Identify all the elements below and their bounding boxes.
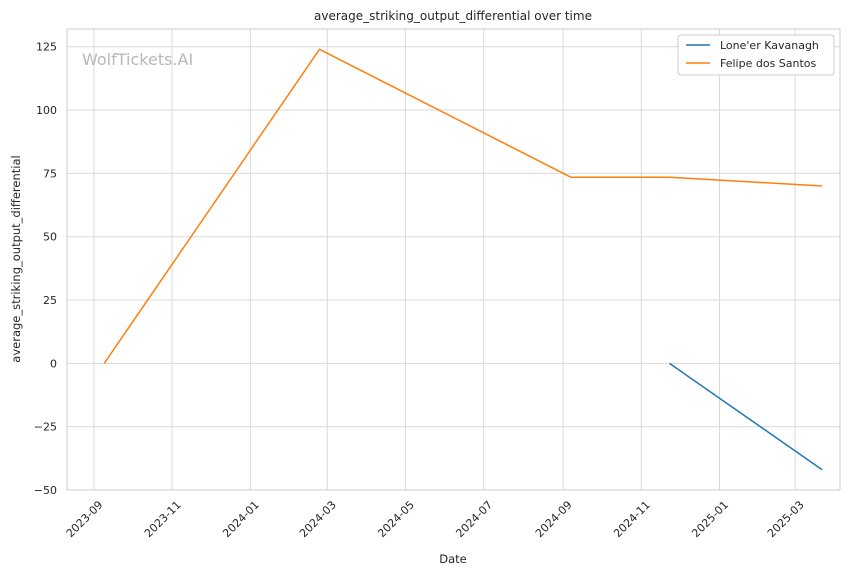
- series-lines: [103, 48, 823, 471]
- y-tick-label: 125: [36, 41, 57, 54]
- y-tick-label: 0: [50, 357, 57, 370]
- y-tick-label: 75: [43, 167, 57, 180]
- series-line-lone-er-kavanagh: [669, 362, 823, 471]
- chart-title: average_striking_output_differential ove…: [314, 9, 592, 23]
- plot-area: [67, 29, 840, 490]
- plot-frame: [66, 28, 841, 491]
- legend-label-loneer-kavanagh: Lone'er Kavanagh: [720, 39, 819, 52]
- x-axis-title: Date: [439, 552, 467, 566]
- y-tick-label: −50: [34, 484, 57, 497]
- legend-box: [677, 34, 835, 76]
- y-tick-label: 100: [36, 104, 57, 117]
- gridlines: [67, 29, 840, 491]
- y-tick-label: 25: [43, 294, 57, 307]
- y-axis-title: average_striking_output_differential: [9, 155, 23, 362]
- legend: Lone'er Kavanagh Felipe dos Santos: [677, 34, 835, 76]
- y-tick-label: 50: [43, 231, 57, 244]
- series-line-felipe-dos-santos: [103, 48, 823, 364]
- watermark: WolfTickets.AI: [82, 50, 193, 69]
- y-tick-labels: −50 −25 0 25 50 75 100 125: [34, 41, 57, 497]
- y-tick-label: −25: [34, 421, 57, 434]
- legend-label-felipe-dos-santos: Felipe dos Santos: [720, 57, 817, 70]
